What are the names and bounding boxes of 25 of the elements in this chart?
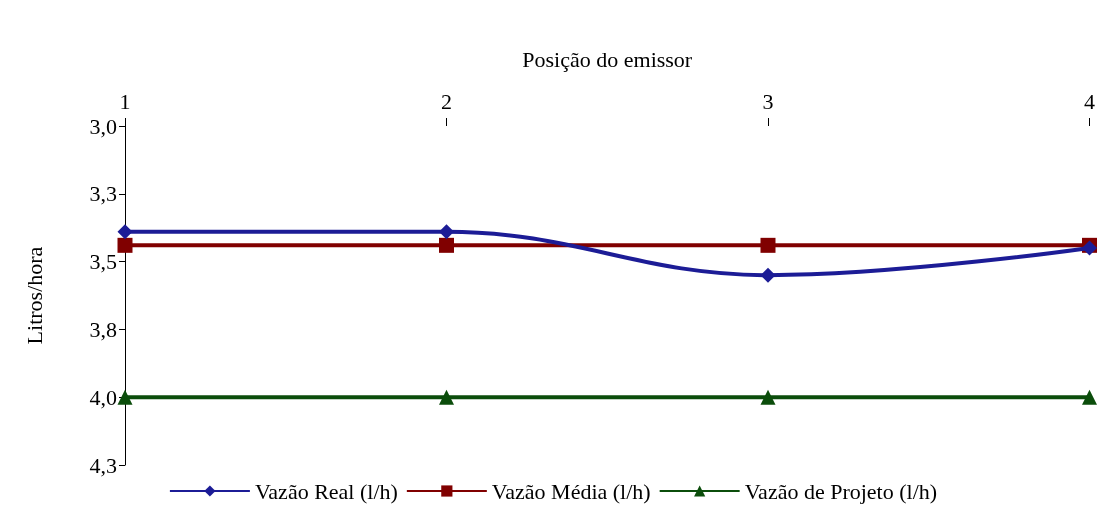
legend-label: Vazão Média (l/h) bbox=[491, 478, 651, 504]
point bbox=[439, 389, 454, 405]
point bbox=[760, 267, 776, 283]
point bbox=[1082, 389, 1097, 405]
x-axis-title: Posição do emissor bbox=[522, 46, 693, 72]
x-tick-label: 3 bbox=[762, 88, 774, 114]
y-tick-label: 3,5 bbox=[89, 249, 117, 275]
point bbox=[117, 389, 133, 405]
y-tick-label: 4,0 bbox=[89, 384, 117, 410]
point bbox=[760, 389, 776, 405]
point bbox=[117, 224, 133, 240]
point bbox=[439, 237, 454, 253]
y-tick-label: 3,0 bbox=[89, 113, 117, 139]
legend-label: Vazão Real (l/h) bbox=[254, 478, 398, 504]
y-axis-title: Litros/hora bbox=[21, 246, 47, 345]
x-tick-label: 4 bbox=[1084, 88, 1095, 114]
x-tick-label: 2 bbox=[441, 88, 452, 114]
point bbox=[117, 237, 133, 253]
y-tick-label: 3,3 bbox=[89, 181, 117, 207]
point bbox=[760, 237, 776, 253]
y-tick-label: 3,8 bbox=[89, 316, 117, 342]
x-tick-label: 1 bbox=[119, 88, 131, 114]
point bbox=[439, 224, 454, 240]
y-tick-label: 4,3 bbox=[89, 452, 117, 478]
legend-label: Vazão de Projeto (l/h) bbox=[744, 478, 938, 504]
